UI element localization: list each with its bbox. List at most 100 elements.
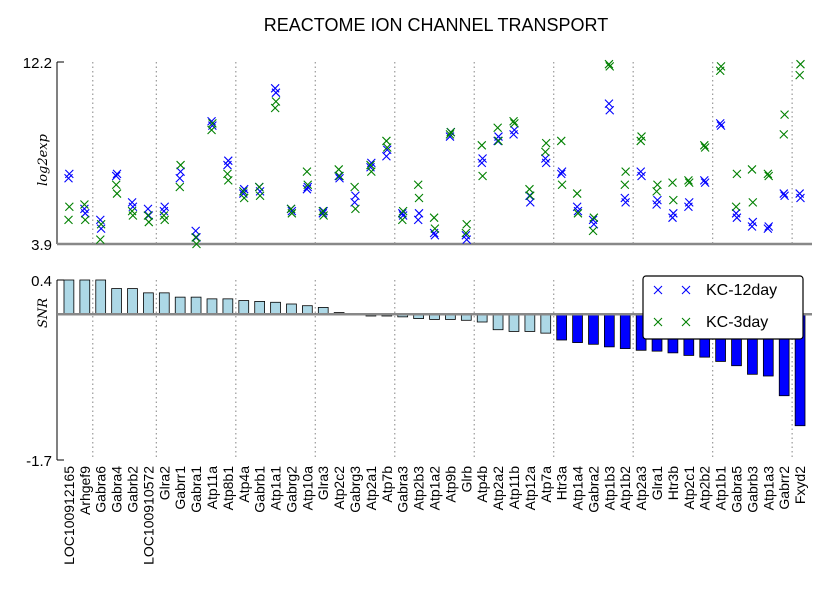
point-kc3-Gabra5 (732, 169, 742, 179)
point-kc3-Atp1a3 (764, 171, 774, 181)
snr-bar-Atp12a (524, 313, 536, 332)
point-kc3-Atp2b3 (414, 193, 424, 203)
point-kc12-Atp2b2 (700, 178, 710, 187)
snr-bar-LOC100910572 (143, 292, 154, 315)
point-kc3-LOC100910572 (143, 211, 153, 220)
category-label-Gabra6: Gabra6 (93, 466, 109, 513)
point-kc12-Gabrg2 (287, 206, 297, 216)
category-label-Atp1b2: Atp1b2 (617, 466, 633, 511)
category-label-Gabrb2: Gabrb2 (125, 466, 141, 513)
bottom-y-axis-label: SNR (36, 298, 51, 328)
point-kc3-Glrb (461, 228, 471, 238)
snr-bar-Gabrr1 (174, 296, 186, 315)
category-label-Gabrr1: Gabrr1 (172, 466, 188, 510)
category-label-LOC100910572: LOC100910572 (140, 466, 156, 565)
point-kc12-Atp2a1 (366, 158, 376, 168)
category-label-Atp1a2: Atp1a2 (427, 466, 443, 511)
point-kc12-Htr3a (556, 169, 566, 179)
category-label-Atp7b: Atp7b (379, 466, 395, 503)
category-label-Atp1a4: Atp1a4 (570, 466, 586, 511)
point-kc3-Gabrr2 (779, 129, 789, 139)
point-kc12-Atp2b2 (699, 176, 709, 185)
snr-bar-Gabra1 (190, 296, 202, 315)
point-kc3-Atp1a4 (573, 208, 583, 218)
point-kc3-Atp2a1 (366, 160, 375, 170)
category-label-Gabrb3: Gabrb3 (744, 466, 760, 513)
point-kc3-Atp11b (509, 116, 518, 126)
snr-bar-Glra2 (158, 292, 170, 315)
point-kc12-Atp2c2 (334, 171, 344, 181)
category-label-Gabra3: Gabra3 (395, 466, 411, 513)
point-kc12-Atp2b3 (414, 208, 424, 218)
point-kc3-Gabra2 (589, 213, 599, 223)
point-kc3-Atp1a3 (763, 169, 773, 179)
legend-label-kc12: KC-12day (706, 282, 777, 299)
category-labels: LOC100912165 Arhgef9 Gabra6 Gabra4 Gabrb2 LOC… (61, 466, 808, 565)
point-kc12-Glra3 (318, 208, 328, 218)
point-kc12-Gabra6 (96, 224, 106, 234)
category-label-Gabra1: Gabra1 (188, 466, 204, 513)
point-kc3-Atp1b3 (605, 61, 615, 71)
point-kc3-Atp2b2 (699, 140, 709, 150)
point-kc3-Atp1a4 (572, 189, 582, 198)
category-label-Gabra4: Gabra4 (109, 466, 125, 513)
point-kc3-Gabra4 (111, 180, 121, 190)
point-kc12-LOC100910572 (144, 211, 154, 220)
point-kc12-Glra2 (160, 202, 170, 212)
point-kc12-Atp4a (239, 184, 249, 194)
legend-x-kc12-b (681, 285, 691, 295)
point-kc12-Atp2a2 (494, 132, 503, 141)
point-kc12-Gabra1 (192, 233, 201, 242)
point-kc12-Atp8b1 (223, 156, 233, 166)
point-kc3-Atp7a (540, 147, 550, 157)
point-kc3-Gabra6 (96, 219, 106, 229)
category-label-Gabrr2: Gabrr2 (776, 466, 792, 510)
point-kc3-Atp1a2 (429, 213, 439, 223)
point-kc3-Gabrr1 (176, 160, 185, 170)
point-kc3-Gabra3 (397, 215, 407, 225)
point-kc12-Atp10a (303, 182, 313, 192)
category-label-Gabra5: Gabra5 (729, 466, 745, 513)
top-panel: 12.2 3.9 log2exp (23, 55, 812, 254)
category-label-Gabrg2: Gabrg2 (283, 466, 299, 513)
snr-bar-Atp7a (540, 313, 552, 334)
snr-bar-Gabra4 (111, 288, 122, 315)
snr-bar-Atp1b2 (619, 313, 631, 349)
point-kc3-Atp1b1 (715, 66, 725, 76)
category-label-Arhgef9: Arhgef9 (77, 466, 93, 515)
snr-bar-Arhgef9 (79, 279, 91, 315)
bottom-ytick-min: -1.7 (26, 453, 52, 470)
category-label-Atp2b3: Atp2b3 (411, 466, 427, 511)
point-kc3-Atp1b3 (604, 59, 614, 69)
point-kc3-Fxyd2 (796, 59, 805, 69)
point-kc12-Fxyd2 (796, 193, 805, 203)
point-kc12-Atp2c2 (335, 173, 344, 183)
point-kc12-Arhgef9 (80, 208, 90, 218)
category-label-Atp1a1: Atp1a1 (268, 466, 284, 511)
category-label-Gabrg3: Gabrg3 (347, 466, 363, 513)
snr-bar-Gabrb1 (254, 301, 265, 315)
snr-bar-Atp1a1 (270, 301, 281, 315)
point-kc12-Atp1b2 (621, 197, 631, 207)
point-kc12-Htr3a (557, 167, 567, 177)
point-kc3-Atp2b2 (700, 143, 710, 152)
point-kc12-Gabrb3 (748, 217, 758, 227)
category-label-Atp7a: Atp7a (538, 466, 554, 503)
point-kc3-Gabrg3 (350, 182, 360, 192)
category-label-Glra1: Glra1 (649, 466, 665, 500)
point-kc3-Atp12a (525, 184, 534, 194)
bottom-ytick-max: 0.4 (31, 273, 52, 290)
point-kc12-Atp4b (478, 154, 487, 163)
legend-label-kc3: KC-3day (706, 314, 768, 331)
point-kc3-Htr3b (668, 195, 678, 205)
point-kc12-Atp1b1 (716, 121, 726, 130)
snr-bar-Atp11a (206, 298, 218, 315)
point-kc12-Atp1a1 (271, 88, 281, 98)
point-kc12-Gabrg3 (351, 191, 360, 201)
category-label-Atp2c1: Atp2c1 (681, 466, 697, 510)
point-kc12-Atp11b (509, 125, 519, 135)
category-label-Atp2b2: Atp2b2 (697, 466, 713, 511)
point-kc12-Atp7b (382, 145, 392, 155)
point-kc3-Glra1 (652, 186, 662, 196)
category-label-Gabra2: Gabra2 (585, 466, 601, 513)
